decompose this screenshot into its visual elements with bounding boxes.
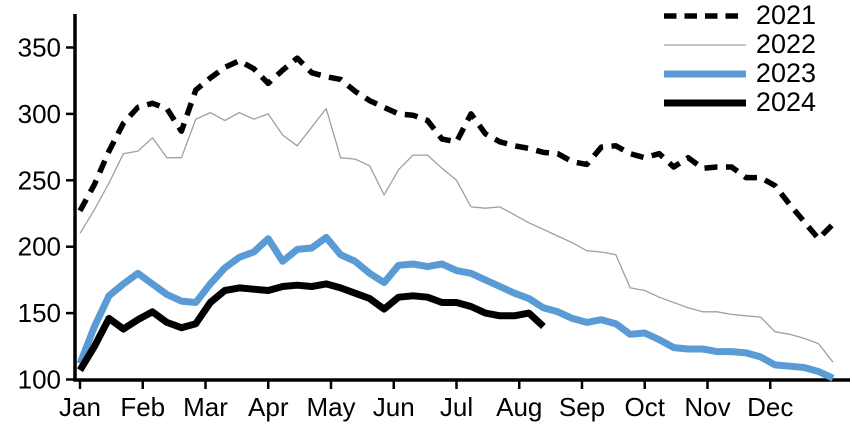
series-line-2022: [79, 107, 834, 363]
y-tick-label: 250: [18, 165, 61, 195]
x-tick-label: Mar: [183, 392, 228, 422]
legend-label-2022: 2022: [755, 29, 816, 59]
x-tick-label: Feb: [120, 392, 165, 422]
x-tick-label: Dec: [747, 392, 793, 422]
x-tick-label: Jan: [59, 392, 101, 422]
legend-label-2023: 2023: [755, 58, 816, 88]
series-line-2023: [76, 233, 835, 382]
x-tick-label: Sep: [559, 392, 605, 422]
x-tick-label: Jun: [373, 392, 415, 422]
x-tick-label: Nov: [684, 392, 730, 422]
x-tick-label: Apr: [248, 392, 289, 422]
legend-item-2022: 2022: [662, 30, 816, 59]
y-tick-label: 300: [18, 99, 61, 129]
legend: 2021 2022 2023 2024: [662, 1, 816, 117]
legend-item-2024: 2024: [662, 88, 816, 117]
x-tick-label: May: [306, 392, 355, 422]
x-tick-label: Aug: [496, 392, 542, 422]
legend-item-2021: 2021: [662, 1, 816, 30]
legend-line-2023: [663, 70, 746, 77]
y-tick-label: 100: [18, 365, 61, 395]
legend-label-2021: 2021: [755, 0, 816, 30]
y-tick-label: 350: [18, 33, 61, 63]
y-tick-label: 150: [18, 298, 61, 328]
legend-line-2024: [663, 99, 746, 106]
legend-line-2021: [663, 12, 746, 19]
legend-line-2022: [663, 43, 746, 46]
x-tick-label: Jul: [440, 392, 473, 422]
x-tick-label: Oct: [625, 392, 666, 422]
legend-item-2023: 2023: [662, 59, 816, 88]
series-line-2021: [77, 55, 835, 242]
y-tick-label: 200: [18, 232, 61, 262]
series-line-2024: [77, 280, 546, 373]
legend-label-2024: 2024: [755, 87, 816, 117]
